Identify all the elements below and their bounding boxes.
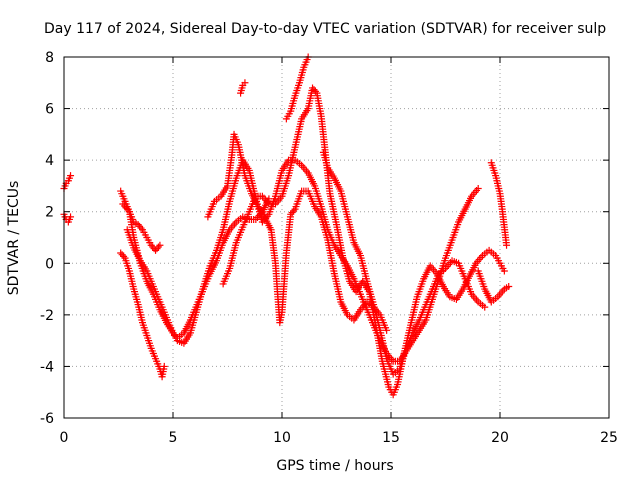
data-point-marker (383, 326, 391, 334)
data-point-marker (500, 267, 508, 275)
data-point-marker (474, 185, 482, 193)
y-axis-label: SDTVAR / TECUs (6, 181, 22, 296)
data-point-marker (156, 241, 164, 249)
y-tick-label: 8 (45, 50, 54, 66)
data-point-marker (67, 172, 75, 180)
data-point-marker (67, 213, 75, 221)
y-tick-label: -2 (40, 308, 54, 324)
plot-frame (63, 56, 610, 419)
x-axis-label: GPS time / hours (276, 458, 393, 474)
series-track-h (282, 53, 312, 123)
series-track-j (219, 84, 508, 399)
data-point-marker (503, 241, 511, 249)
x-tick-label: 15 (382, 430, 400, 446)
y-tick-label: 4 (45, 153, 54, 169)
y-tick-label: 0 (45, 256, 54, 272)
data-point-marker (120, 252, 128, 260)
data-point-marker (481, 303, 489, 311)
data-point-marker (137, 224, 145, 232)
x-tick-label: 25 (600, 430, 618, 446)
data-point-marker (241, 79, 249, 87)
axis-ticks: 0 5 10 15 20 25 -6 -4 -2 0 2 4 6 8 (40, 50, 618, 446)
series-track-l (487, 159, 511, 249)
y-tick-label: 2 (45, 205, 54, 221)
data-point-marker (160, 362, 168, 370)
series-track-i (237, 79, 249, 97)
chart-title: Day 117 of 2024, Sidereal Day-to-day VTE… (44, 21, 606, 37)
series-track-d (117, 249, 168, 381)
series-track-k (319, 148, 489, 378)
series-track-m (474, 267, 513, 306)
x-tick-label: 10 (273, 430, 291, 446)
y-tick-label: 6 (45, 102, 54, 118)
data-point-marker (311, 87, 319, 95)
data-markers (60, 53, 513, 399)
x-tick-label: 5 (169, 430, 178, 446)
series-track-c (117, 187, 164, 254)
data-point-marker (505, 282, 513, 290)
data-point-marker (290, 207, 298, 215)
series-track-f (123, 156, 482, 365)
series-track-g (204, 130, 391, 334)
x-tick-label: 20 (491, 430, 509, 446)
x-tick-label: 0 (60, 430, 69, 446)
data-point-marker (154, 243, 162, 251)
y-tick-label: -6 (40, 411, 54, 427)
y-tick-label: -4 (40, 359, 54, 375)
series-track-a (60, 172, 75, 193)
series-track-b (60, 210, 75, 226)
